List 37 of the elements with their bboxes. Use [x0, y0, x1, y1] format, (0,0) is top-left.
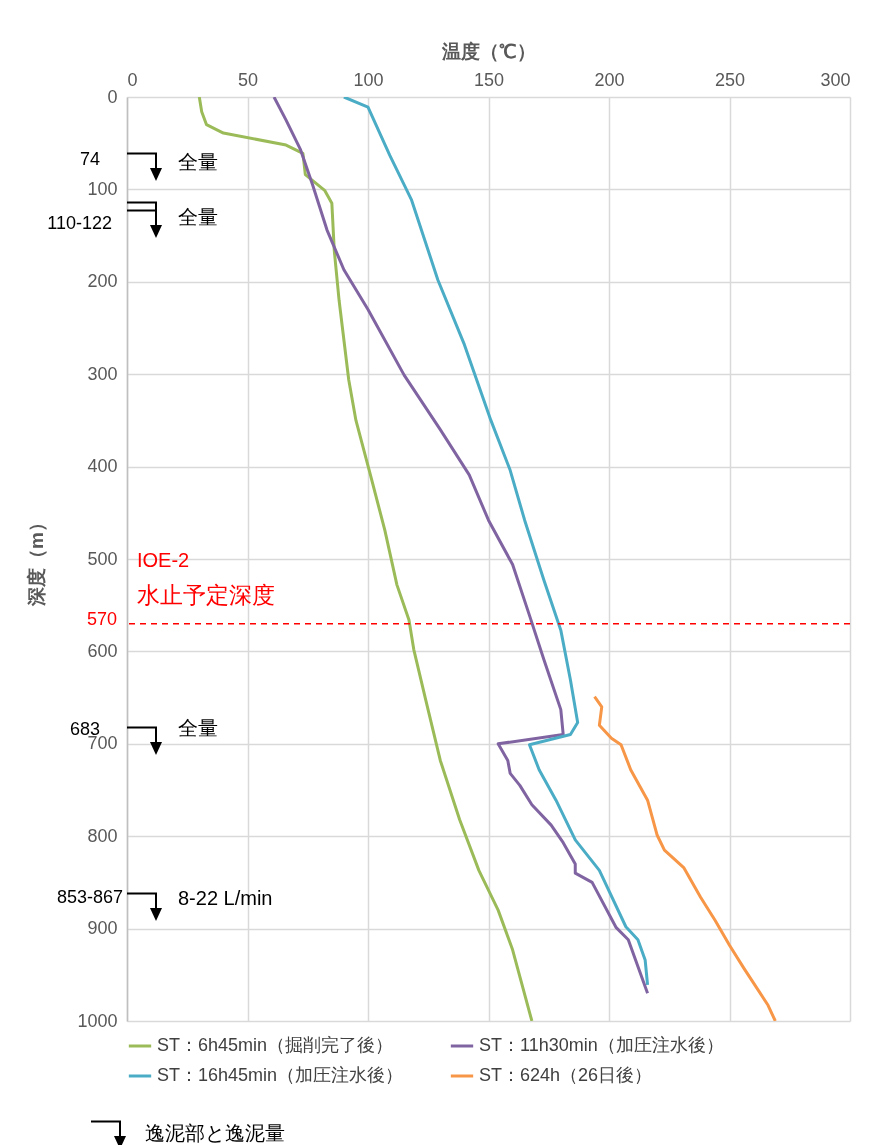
- x-axis-title: 温度（℃）: [441, 40, 536, 62]
- x-tick-label: 0: [127, 69, 138, 90]
- y-tick-label: 400: [87, 456, 118, 477]
- line-series: [593, 695, 777, 1021]
- y-tick-label: 600: [87, 640, 118, 661]
- x-tick-label: 200: [594, 69, 625, 90]
- y-axis-title: 深度（m）: [26, 513, 48, 607]
- y-tick-label: 300: [87, 363, 118, 384]
- legend-label: ST：16h45min（加圧注水後）: [157, 1065, 404, 1085]
- line-series: [342, 97, 650, 987]
- text: 110-122: [47, 213, 112, 233]
- annotation: 水止予定深度: [137, 581, 275, 608]
- legend-label: ST：6h45min（掘削完了後）: [157, 1035, 394, 1055]
- x-tick-label: 300: [820, 69, 851, 90]
- annotation: 全量: [178, 151, 218, 173]
- y-tick-label: 800: [87, 825, 118, 846]
- annotation: 8-22 L/min: [178, 887, 273, 909]
- y-tick-label: 100: [87, 178, 118, 199]
- ref-line-label: 570: [86, 608, 117, 629]
- x-tick-label: 50: [237, 69, 259, 90]
- text: 逸泥部と逸泥量: [145, 1122, 285, 1144]
- y-tick-label: 900: [87, 918, 118, 939]
- x-tick-label: 150: [473, 69, 505, 90]
- text: 853-867: [56, 887, 123, 907]
- annotation: 全量: [178, 206, 218, 228]
- annotation: IOE-2: [137, 549, 190, 571]
- y-tick-label: 1000: [77, 1010, 118, 1031]
- legend-label: ST：624h（26日後）: [479, 1065, 653, 1085]
- legend-label: ST：11h30min（加圧注水後）: [479, 1035, 724, 1055]
- text: 74: [79, 149, 100, 169]
- x-tick-label: 100: [353, 69, 384, 90]
- annotation: 全量: [178, 717, 218, 739]
- line-series: [272, 97, 650, 995]
- y-tick-label: 500: [87, 548, 118, 569]
- x-tick-label: 250: [714, 69, 746, 90]
- y-tick-label: 0: [107, 86, 118, 107]
- y-tick-label: 200: [87, 271, 118, 292]
